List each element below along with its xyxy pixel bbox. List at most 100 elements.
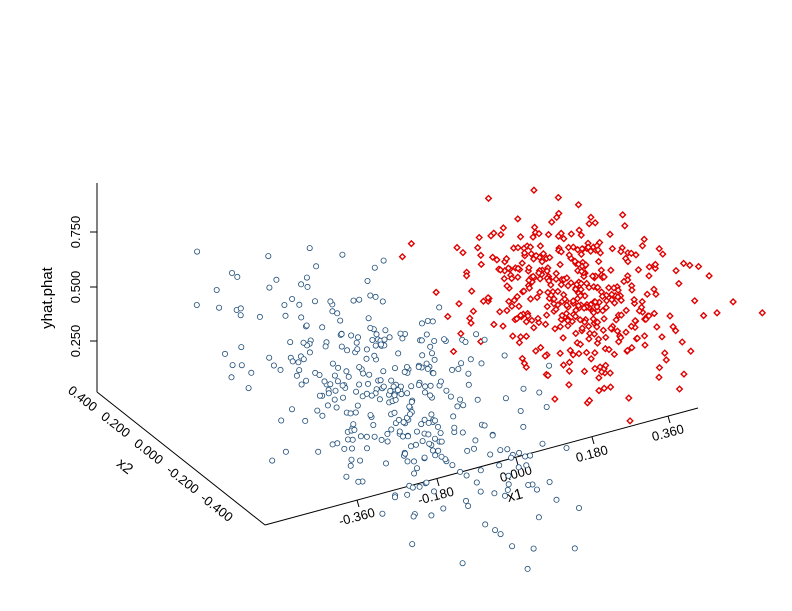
diamond-marker xyxy=(516,333,525,341)
diamond-marker xyxy=(407,239,416,248)
circle-marker xyxy=(237,305,244,312)
circle-marker xyxy=(302,417,309,424)
circle-marker xyxy=(543,403,550,410)
circle-marker xyxy=(449,462,456,469)
circle-marker xyxy=(418,337,425,344)
circle-marker xyxy=(277,366,284,373)
diamond-marker xyxy=(651,260,660,269)
circle-marker xyxy=(413,428,420,435)
circle-marker xyxy=(303,377,310,384)
diamond-marker xyxy=(628,286,636,294)
diamond-marker xyxy=(536,343,545,352)
diamond-marker xyxy=(534,314,542,323)
circle-marker xyxy=(338,343,345,350)
diamond-marker xyxy=(585,335,593,343)
diamond-marker xyxy=(650,285,658,294)
diamond-marker xyxy=(577,285,585,294)
diamond-marker xyxy=(591,219,599,227)
diamond-marker xyxy=(514,243,522,252)
circle-marker xyxy=(409,484,416,491)
circle-marker xyxy=(530,545,537,552)
circle-marker xyxy=(360,370,367,377)
circle-marker xyxy=(373,331,380,338)
diamond-marker xyxy=(565,367,574,375)
circle-marker xyxy=(266,284,273,291)
diamond-marker xyxy=(622,328,630,336)
circle-marker xyxy=(418,421,425,428)
diamond-marker xyxy=(515,302,523,311)
diamond-marker xyxy=(662,356,671,364)
y-tick-label: -0.200 xyxy=(164,462,202,497)
diamond-marker xyxy=(477,251,485,260)
circle-marker xyxy=(298,381,305,388)
x-tick-mark xyxy=(515,457,519,466)
diamond-marker xyxy=(627,322,636,331)
circle-marker xyxy=(335,364,342,371)
diamond-marker xyxy=(499,224,508,232)
circle-marker xyxy=(457,396,464,403)
circle-marker xyxy=(437,429,444,436)
diamond-marker xyxy=(601,361,610,370)
diamond-marker xyxy=(543,267,551,275)
circle-marker xyxy=(351,426,358,433)
diamond-marker xyxy=(640,332,649,340)
z-tick-label: 0.750 xyxy=(68,216,83,249)
diamond-marker xyxy=(614,337,623,346)
circle-marker xyxy=(238,362,245,369)
diamond-marker xyxy=(705,272,713,280)
circle-marker xyxy=(465,502,472,509)
diamond-marker xyxy=(593,303,601,311)
diamond-marker xyxy=(518,354,527,363)
diamond-marker xyxy=(608,244,617,253)
diamond-marker xyxy=(484,194,493,203)
circle-marker xyxy=(289,358,296,365)
circle-marker xyxy=(354,346,361,353)
circle-marker xyxy=(438,453,445,460)
circle-marker xyxy=(384,438,391,445)
diamond-marker xyxy=(559,334,567,342)
diamond-marker xyxy=(672,266,680,275)
diamond-marker xyxy=(576,340,585,349)
diamond-marker xyxy=(453,243,461,252)
diamond-marker xyxy=(503,306,511,315)
circle-marker xyxy=(477,488,484,495)
diamond-marker xyxy=(563,316,572,325)
circle-marker xyxy=(325,390,332,397)
diamond-marker xyxy=(565,358,574,367)
circle-marker xyxy=(408,398,415,405)
diamond-marker xyxy=(633,334,642,343)
diamond-marker xyxy=(630,299,639,308)
diamond-marker xyxy=(556,260,564,269)
circle-marker xyxy=(509,543,516,550)
diamond-marker xyxy=(575,349,583,358)
circle-marker xyxy=(404,390,411,397)
diamond-marker xyxy=(536,288,544,297)
x-tick-label: 0.360 xyxy=(650,421,685,444)
diamond-marker xyxy=(556,349,564,358)
circle-marker xyxy=(504,486,511,493)
diamond-marker xyxy=(606,230,614,239)
diamond-marker xyxy=(599,326,608,335)
diamond-marker xyxy=(520,287,528,295)
diamond-marker xyxy=(601,333,610,342)
diamond-marker xyxy=(628,343,636,352)
diamond-marker xyxy=(602,303,611,312)
diamond-marker xyxy=(550,295,558,303)
circle-marker xyxy=(354,334,361,341)
circle-marker xyxy=(300,356,307,363)
diamond-marker xyxy=(606,369,614,377)
diamond-marker xyxy=(642,315,650,324)
diamond-marker xyxy=(503,282,511,290)
diamond-marker xyxy=(488,253,497,262)
circle-marker xyxy=(388,377,395,384)
circle-marker xyxy=(546,362,553,369)
y-tick-label: 0.000 xyxy=(131,436,166,468)
diamond-marker xyxy=(607,266,615,274)
diamond-marker xyxy=(532,251,540,260)
diamond-marker xyxy=(623,346,632,355)
diamond-marker xyxy=(598,292,607,301)
circle-marker xyxy=(423,360,430,367)
diamond-marker xyxy=(610,284,618,292)
circle-marker xyxy=(329,441,336,448)
circle-marker xyxy=(273,276,280,283)
